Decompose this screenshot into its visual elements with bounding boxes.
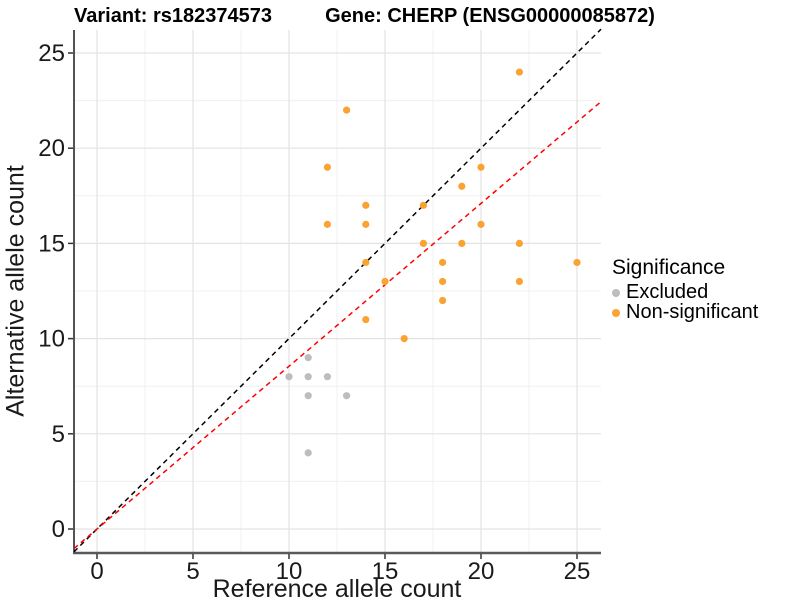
point-excluded: [304, 449, 312, 457]
legend-item-label: Non-significant: [626, 301, 759, 323]
x-tick-label: 0: [90, 558, 103, 585]
x-tick-label: 15: [372, 558, 399, 585]
y-tick-label: 25: [38, 40, 65, 67]
point-non-significant: [323, 163, 331, 171]
point-non-significant: [381, 277, 389, 286]
point-non-significant: [439, 277, 447, 286]
point-non-significant: [419, 239, 427, 247]
point-excluded: [304, 373, 312, 381]
gene-title: Gene: CHERP (ENSG00000085872): [325, 5, 655, 27]
identity-line: [73, 28, 602, 553]
legend-item-excluded: Excluded: [612, 281, 758, 303]
point-non-significant: [515, 277, 524, 286]
point-non-significant: [323, 220, 331, 228]
point-excluded: [285, 373, 293, 381]
point-non-significant: [419, 201, 427, 209]
legend-items: Excluded Non-significant: [612, 281, 759, 323]
point-non-significant: [439, 296, 447, 305]
x-axis-label: Reference allele count: [212, 575, 462, 600]
y-tick-label: 5: [52, 421, 65, 448]
point-non-significant: [362, 220, 370, 228]
expected-ratio-line: [73, 101, 602, 550]
legend-item-non-significant: Non-significant: [612, 301, 759, 323]
point-non-significant: [439, 258, 447, 267]
y-tick-label: 0: [52, 516, 65, 543]
point-non-significant: [477, 220, 485, 228]
legend-item-label: Excluded: [626, 281, 709, 303]
legend: Significance Excluded Non-significant: [612, 256, 758, 322]
point-excluded: [323, 373, 331, 381]
y-tick-label: 20: [38, 135, 65, 162]
point-non-significant: [343, 106, 351, 114]
point-non-significant: [458, 239, 466, 247]
x-tick-label: 5: [186, 558, 199, 585]
point-excluded: [343, 392, 351, 400]
legend-title: Significance: [612, 256, 726, 279]
y-tick-label: 10: [38, 326, 65, 353]
point-non-significant: [515, 68, 524, 76]
point-non-significant: [458, 182, 466, 190]
point-non-significant: [400, 335, 408, 343]
point-excluded: [304, 392, 312, 400]
y-axis-label: Alternative allele count: [1, 165, 30, 417]
x-tick-label: 25: [564, 558, 591, 585]
legend-dot-icon: [612, 308, 620, 317]
point-non-significant: [515, 239, 524, 247]
point-non-significant: [362, 315, 370, 324]
x-tick-label: 10: [276, 558, 303, 585]
variant-title: Variant: rs182374573: [74, 5, 272, 27]
point-non-significant: [573, 258, 581, 267]
y-tick-label: 15: [38, 230, 65, 257]
point-excluded: [304, 354, 312, 362]
x-tick-label: 20: [468, 558, 495, 585]
point-non-significant: [362, 201, 370, 209]
point-non-significant: [477, 163, 485, 171]
legend-dot-icon: [612, 288, 620, 297]
point-non-significant: [362, 258, 370, 267]
